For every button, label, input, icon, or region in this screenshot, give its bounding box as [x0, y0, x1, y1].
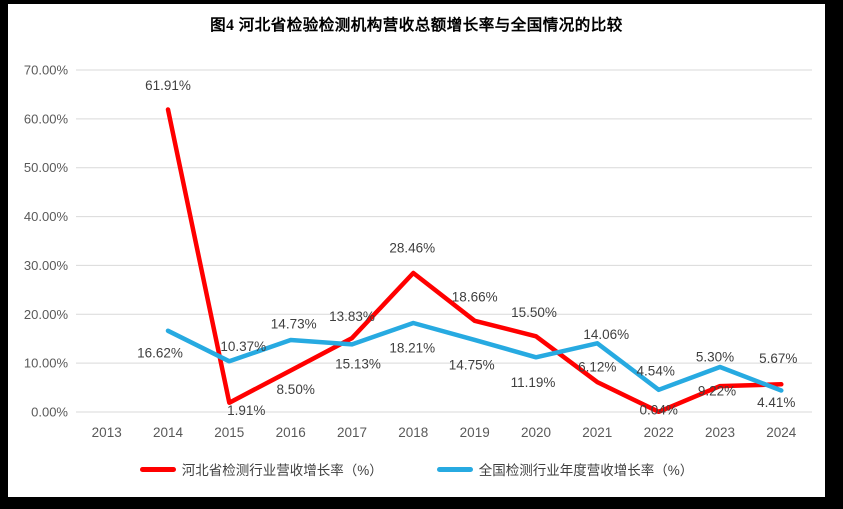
- hebei-data-label: 5.67%: [759, 351, 797, 366]
- x-axis-tick-label: 2021: [582, 425, 612, 440]
- hebei-data-label: 1.91%: [227, 403, 265, 418]
- x-axis-tick-label: 2014: [153, 425, 184, 440]
- national-data-label: 18.21%: [389, 341, 435, 356]
- chart-canvas: 图4 河北省检验检测机构营收总额增长率与全国情况的比较 70.00% 60.00%…: [8, 4, 825, 497]
- national-series-line: [165, 320, 784, 393]
- hebei-series-line: [165, 107, 784, 415]
- y-axis-tick-label: 50.00%: [24, 160, 69, 175]
- x-axis-tick-label: 2017: [337, 425, 367, 440]
- y-axis-tick-label: 0.00%: [31, 405, 68, 420]
- x-axis-tick-label: 2016: [276, 425, 306, 440]
- chart-legend: 河北省检测行业营收增长率（%） 全国检测行业年度营收增长率（%）: [8, 459, 825, 479]
- hebei-data-label: 8.50%: [277, 382, 315, 397]
- y-axis-tick-label: 70.00%: [24, 63, 69, 78]
- national-data-label: 13.83%: [329, 309, 375, 324]
- national-data-label: 11.19%: [511, 375, 556, 390]
- chart-title: 图4 河北省检验检测机构营收总额增长率与全国情况的比较: [210, 17, 623, 34]
- y-axis-tick-label: 40.00%: [24, 209, 69, 224]
- x-axis-tick-label: 2019: [460, 425, 490, 440]
- legend-item-hebei: 河北省检测行业营收增长率（%）: [139, 459, 383, 479]
- x-axis-tick-label: 2023: [705, 425, 735, 440]
- hebei-series-swatch-icon: [139, 466, 176, 472]
- hebei-data-label: 15.50%: [511, 305, 557, 320]
- x-axis-tick-label: 2024: [766, 425, 797, 440]
- legend-label-hebei: 河北省检测行业营收增长率（%）: [181, 463, 383, 478]
- national-data-label: 14.75%: [449, 357, 495, 372]
- legend-label-national: 全国检测行业年度营收增长率（%）: [478, 463, 694, 478]
- hebei-data-label: 18.66%: [452, 289, 498, 304]
- y-axis-tick-label: 60.00%: [24, 111, 69, 126]
- y-axis-tick-label: 20.00%: [24, 307, 69, 322]
- x-axis-tick-label: 2018: [398, 425, 428, 440]
- national-data-label: 4.54%: [637, 363, 675, 378]
- hebei-data-label: 28.46%: [389, 241, 435, 256]
- legend-item-national: 全国检测行业年度营收增长率（%）: [436, 459, 694, 479]
- national-data-label: 9.22%: [698, 384, 736, 399]
- national-data-label: 14.06%: [583, 327, 629, 342]
- national-data-label: 14.73%: [271, 317, 317, 332]
- hebei-data-label: 6.12%: [578, 360, 616, 375]
- national-series-swatch-icon: [436, 466, 473, 472]
- line-chart-plot: 70.00% 60.00% 50.00% 40.00% 30.00% 20.00% 10.0…: [24, 63, 812, 440]
- x-axis-tick-label: 2022: [644, 425, 674, 440]
- x-axis-tick-label: 2013: [92, 425, 122, 440]
- hebei-data-label: 61.91%: [145, 78, 191, 93]
- hebei-data-label: 5.30%: [696, 350, 734, 365]
- hebei-data-label: 0.04%: [640, 402, 678, 417]
- x-axis-tick-label: 2020: [521, 425, 551, 440]
- y-axis-tick-label: 30.00%: [24, 258, 69, 273]
- y-axis-tick-label: 10.00%: [24, 356, 69, 371]
- national-data-label: 16.62%: [137, 345, 183, 360]
- hebei-data-label: 15.13%: [335, 357, 381, 372]
- national-data-label: 4.41%: [757, 395, 795, 410]
- x-axis-tick-label: 2015: [214, 425, 244, 440]
- national-data-label: 10.37%: [220, 339, 266, 354]
